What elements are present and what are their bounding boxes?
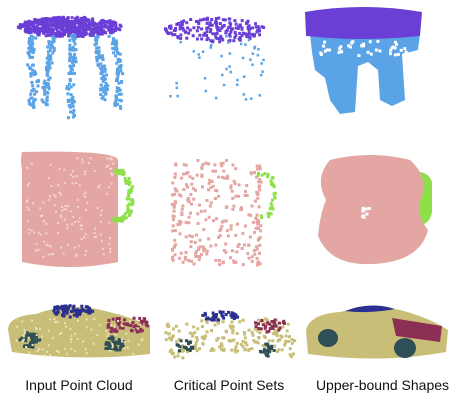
car-critical-point-set — [164, 310, 297, 360]
caption-input-point-cloud: Input Point Cloud — [25, 377, 133, 393]
table-upper-bound-shape — [305, 7, 422, 114]
car-upper-bound-shape — [306, 305, 448, 359]
mug-input-point-cloud — [21, 151, 135, 267]
caption-critical-point-sets: Critical Point Sets — [173, 377, 285, 393]
caption-upper-bound-shapes: Upper-bound Shapes — [315, 377, 450, 393]
table-critical-point-set — [163, 16, 266, 101]
car-input-point-cloud — [8, 304, 150, 358]
mug-upper-bound-shape — [318, 155, 432, 265]
mug-critical-point-set — [170, 159, 277, 267]
table-input-point-cloud — [16, 15, 125, 120]
